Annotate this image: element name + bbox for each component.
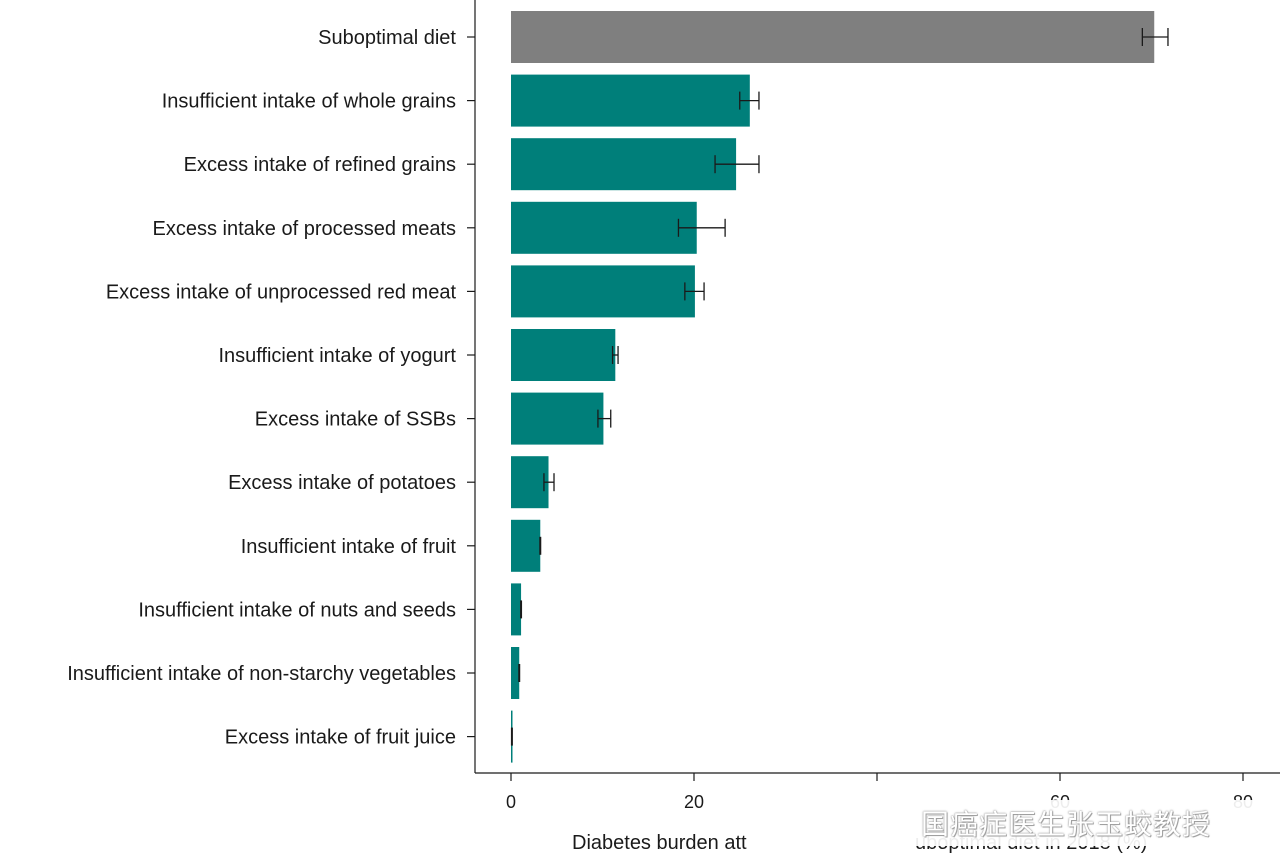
x-axis-title: Diabetes burden att	[572, 832, 747, 853]
watermark: 国癌症医生张玉蛟教授	[915, 800, 1275, 846]
category-label: Insufficient intake of nuts and seeds	[138, 599, 456, 621]
category-label: Suboptimal diet	[318, 27, 456, 49]
bars	[511, 11, 1155, 763]
category-label: Excess intake of potatoes	[228, 472, 456, 494]
bar	[511, 329, 616, 381]
bar	[511, 201, 697, 254]
error-bar	[739, 91, 760, 110]
category-labels: Suboptimal diet Insufficient intake of wh…	[67, 27, 456, 749]
watermark-occluder	[775, 803, 915, 849]
bar	[511, 74, 750, 127]
bar	[511, 583, 522, 636]
category-label: Insufficient intake of yogurt	[218, 345, 456, 367]
bar	[511, 647, 520, 699]
category-label: Excess intake of fruit juice	[225, 727, 456, 749]
category-label: Excess intake of SSBs	[255, 409, 456, 431]
error-bar	[543, 473, 555, 492]
error-bar	[597, 409, 612, 428]
bar	[511, 392, 604, 445]
error-bar	[611, 346, 619, 364]
category-label: Excess intake of processed meats	[153, 218, 456, 240]
category-label: Insufficient intake of non-starchy veget…	[67, 663, 456, 685]
category-label: Insufficient intake of fruit	[241, 536, 457, 558]
axes	[467, 0, 1280, 774]
error-bar	[684, 282, 705, 301]
error-bars	[510, 28, 1169, 746]
bar	[511, 138, 737, 191]
error-bar	[677, 218, 726, 237]
bar	[511, 11, 1155, 63]
watermark-text: 国癌症医生张玉蛟教授	[921, 808, 1212, 841]
bar	[511, 519, 541, 572]
bar	[511, 265, 695, 318]
category-label: Insufficient intake of whole grains	[162, 91, 456, 113]
bar	[511, 456, 549, 509]
error-bar	[1141, 28, 1169, 46]
x-tick-label: 20	[684, 792, 704, 812]
category-label: Excess intake of refined grains	[184, 154, 456, 176]
x-tick-label: 0	[506, 792, 516, 812]
error-bar	[714, 155, 760, 174]
category-label: Excess intake of unprocessed red meat	[106, 281, 457, 303]
